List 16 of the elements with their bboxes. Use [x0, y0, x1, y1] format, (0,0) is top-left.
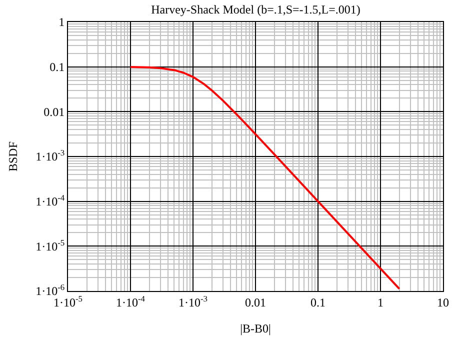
x-tick-label: 0.01: [245, 295, 266, 310]
chart-title: Harvey-Shack Model (b=.1,S=-1.5,L=.001): [151, 2, 360, 17]
x-axis-title: |B-B0|: [240, 321, 271, 336]
y-axis-title: BSDF: [6, 141, 20, 172]
x-tick-label: 1: [378, 295, 384, 310]
x-tick-label: 1·10$^{-3}$: [178, 294, 208, 310]
y-tick-label: 1·10$^{-5}$: [36, 238, 65, 254]
y-tick-label: 1·10$^{-6}$: [36, 283, 65, 298]
y-tick-label: 0.01: [44, 104, 65, 119]
x-tick-label: 10: [437, 295, 449, 310]
x-tick-label: 1·10$^{-4}$: [116, 294, 146, 310]
y-tick-label: 1·10$^{-4}$: [36, 193, 66, 209]
x-tick-label: 0.1: [310, 295, 326, 310]
y-tick-label: 1: [58, 15, 65, 30]
y-tick-label: 1·10$^{-3}$: [36, 148, 65, 164]
y-tick-label: 0.1: [50, 60, 65, 74]
